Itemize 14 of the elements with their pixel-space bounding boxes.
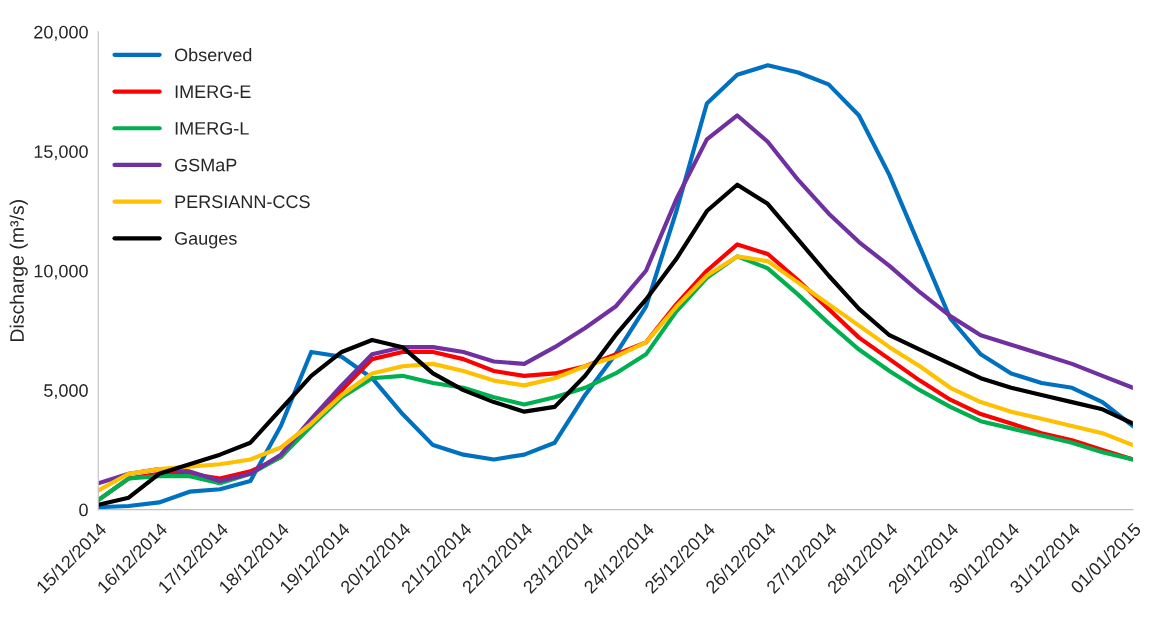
- legend-label: IMERG-L: [175, 121, 249, 135]
- line-series: [98, 182, 1133, 507]
- line-series: [98, 113, 1133, 486]
- legend-label: IMERG-E: [175, 85, 251, 99]
- y-tick-label: 20,000: [34, 25, 88, 41]
- legend-label: Gauges: [175, 232, 237, 249]
- y-tick-label: 10,000: [34, 264, 88, 280]
- y-axis-title: Discharge (m³/s): [9, 200, 28, 341]
- legend-label: GSMaP: [175, 158, 237, 172]
- legend-label: PERSIANN-CCS: [175, 195, 310, 209]
- legend-label: Observed: [174, 48, 252, 62]
- y-tick-label: 5,000: [44, 384, 88, 400]
- y-tick-label: 0: [79, 503, 88, 517]
- y-tick-label: 15,000: [34, 145, 88, 161]
